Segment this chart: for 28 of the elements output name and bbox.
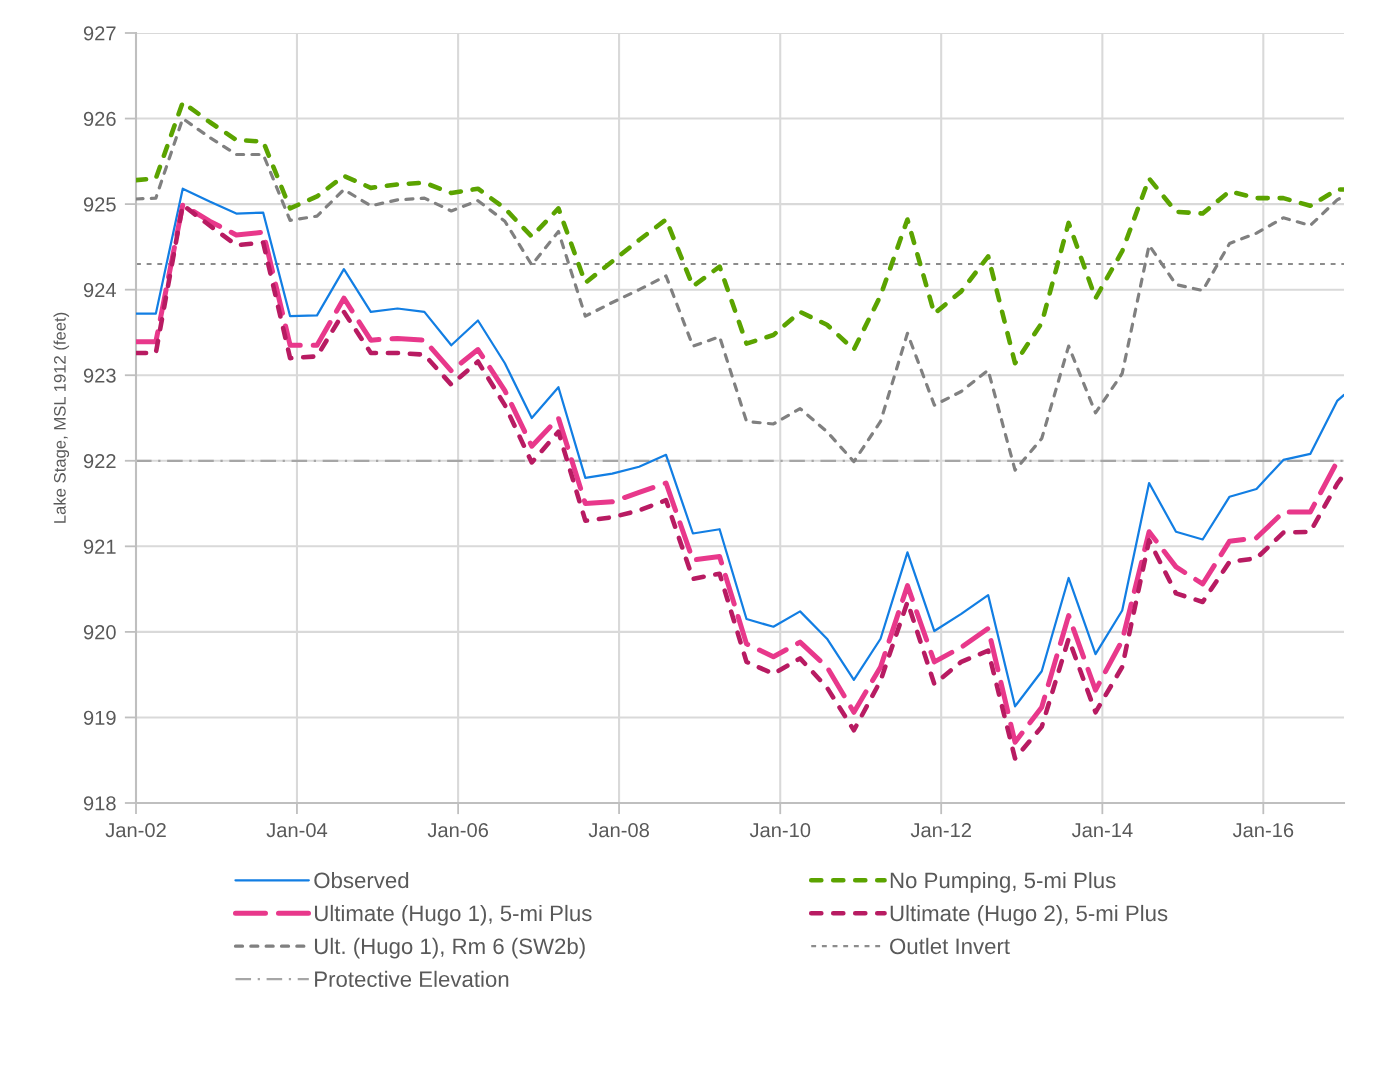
- y-tick-label: 918: [83, 796, 116, 811]
- x-tick-label: Jan-16: [1232, 822, 1294, 838]
- legend-label: Outlet Invert: [890, 937, 1010, 955]
- x-tick-label: Jan-12: [910, 822, 971, 838]
- y-tick-label: 920: [83, 625, 116, 640]
- y-tick-label: 925: [83, 197, 116, 212]
- y-tick-label: 923: [83, 368, 116, 383]
- y-tick-label: 926: [83, 111, 116, 127]
- line-series: [136, 116, 1344, 472]
- x-tick-label: Jan-06: [427, 822, 489, 838]
- legend-label: Ult. (Hugo 1), Rm 6 (SW2b): [314, 937, 585, 959]
- y-tick-label: 927: [83, 26, 116, 41]
- y-tick-label: 924: [83, 282, 116, 298]
- x-tick-label: Jan-02: [105, 822, 166, 838]
- x-tick-label: Jan-08: [588, 822, 649, 838]
- legend-label: Observed: [314, 871, 409, 889]
- legend-label: No Pumping, 5-mi Plus: [890, 871, 1116, 893]
- line-series: [136, 100, 1344, 366]
- legend-label: Ultimate (Hugo 2), 5-mi Plus: [890, 904, 1168, 926]
- x-tick-label: Jan-04: [266, 822, 328, 838]
- x-tick-label: Jan-14: [1071, 823, 1133, 838]
- y-tick-label: 919: [83, 710, 116, 725]
- y-tick-label: 921: [83, 539, 116, 554]
- x-tick-label: Jan-10: [749, 822, 811, 838]
- y-tick-label: 922: [83, 454, 116, 469]
- legend-label: Ultimate (Hugo 1), 5-mi Plus: [314, 904, 592, 926]
- legend-label: Protective Elevation: [315, 970, 509, 988]
- y-axis-title: Lake Stage, MSL 1912 (feet): [53, 312, 70, 523]
